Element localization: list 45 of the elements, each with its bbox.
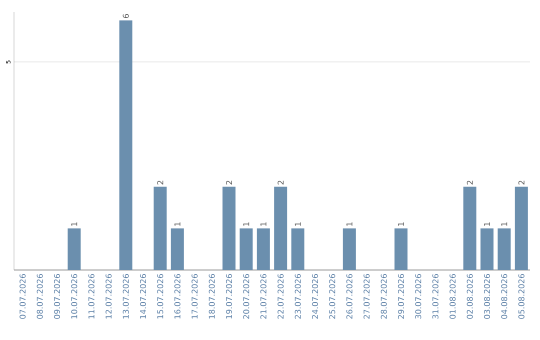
x-tick-label: 04.08.2026 — [501, 274, 508, 319]
data-label: 1 — [174, 222, 180, 226]
data-label: 6 — [122, 14, 129, 18]
x-tick-label: 13.07.2026 — [122, 274, 129, 318]
x-tick-label: 20.07.2026 — [243, 274, 250, 319]
data-label: 1 — [71, 222, 78, 226]
data-label: 2 — [226, 180, 232, 184]
data-label: 1 — [294, 222, 301, 226]
x-tick-label: 22.07.2026 — [278, 274, 284, 319]
x-tick-label: 18.07.2026 — [208, 274, 215, 318]
x-tick-label: 03.08.2026 — [484, 274, 490, 319]
x-tick-label: 14.07.2026 — [140, 274, 146, 318]
data-label: 1 — [243, 222, 250, 226]
data-label: 2 — [278, 180, 284, 184]
x-tick-label: 08.07.2026 — [36, 274, 43, 319]
data-label: 2 — [466, 180, 473, 184]
x-tick-label: 24.07.2026 — [312, 274, 318, 319]
x-tick-label: 28.07.2026 — [380, 274, 387, 319]
x-tick-label: 21.07.2026 — [260, 274, 266, 319]
x-tick-label: 30.07.2026 — [415, 274, 422, 319]
x-tick-label: 26.07.2026 — [346, 274, 352, 319]
x-tick-label: 12.07.2026 — [106, 274, 112, 318]
x-tick-label: 09.07.2026 — [54, 274, 60, 319]
x-tick-label: 07.07.2026 — [20, 274, 26, 319]
x-tick-label: 05.08.2026 — [518, 274, 524, 319]
data-label: 1 — [484, 222, 490, 226]
x-tick-label: 25.07.2026 — [329, 274, 336, 319]
x-tick-label: 23.07.2026 — [294, 274, 301, 319]
x-tick-label: 15.07.2026 — [157, 274, 164, 318]
x-tick-label: 02.08.2026 — [466, 274, 473, 319]
data-label: 1 — [260, 222, 266, 226]
data-label: 2 — [518, 180, 524, 184]
data-label: 1 — [346, 222, 352, 226]
x-tick-label: 27.07.2026 — [364, 274, 370, 319]
data-label: 2 — [157, 180, 164, 184]
data-label: 1 — [501, 222, 508, 226]
data-label: 1 — [398, 222, 404, 226]
x-tick-label: 01.08.2026 — [450, 274, 456, 319]
x-tick-label: 17.07.2026 — [192, 274, 198, 318]
x-tick-label: 19.07.2026 — [226, 274, 232, 318]
x-tick-label: 11.07.2026 — [88, 274, 94, 318]
x-tick-label: 31.07.2026 — [432, 274, 438, 319]
x-tick-label: 16.07.2026 — [174, 274, 180, 318]
x-tick-label: 29.07.2026 — [398, 274, 404, 319]
x-tick-label: 10.07.2026 — [71, 274, 78, 318]
